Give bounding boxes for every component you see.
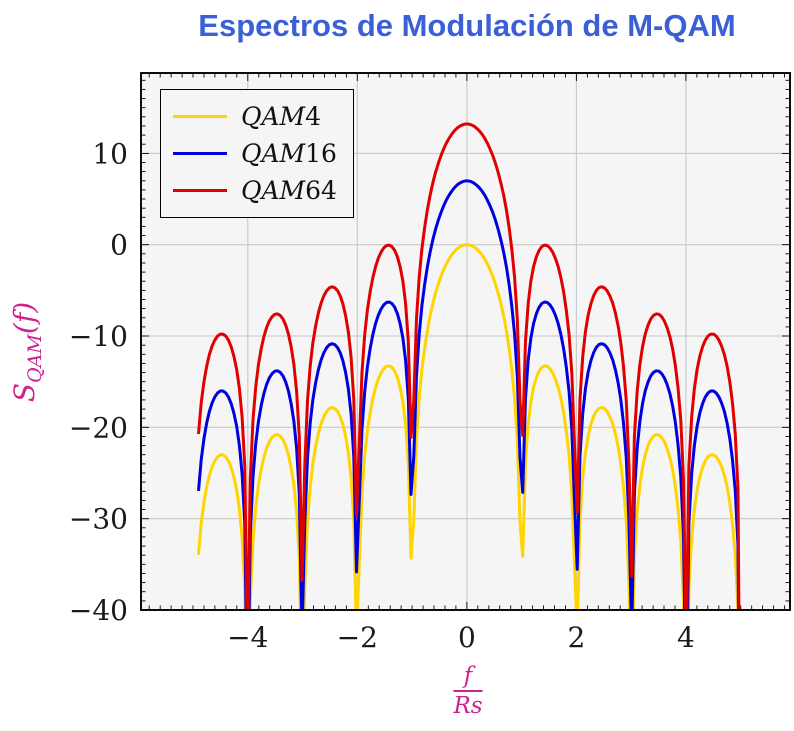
legend-label: QAM16 <box>241 139 337 168</box>
axis-frame <box>140 72 791 611</box>
y-axis-label-main: S <box>8 382 42 403</box>
y-tick-label: 0 <box>110 229 128 262</box>
x-tick-label: 2 <box>567 621 585 654</box>
series-qam16-curve <box>197 179 740 610</box>
x-tick-label: 4 <box>677 621 695 654</box>
y-tick-label: −40 <box>69 594 128 627</box>
y-tick-label: 10 <box>92 137 128 170</box>
legend-item-qam4: QAM4 <box>173 98 337 135</box>
legend-label: QAM4 <box>241 102 322 131</box>
x-axis-label-denominator: Rs <box>453 693 483 720</box>
y-tick-label: −20 <box>69 411 128 444</box>
y-tick-label: −10 <box>69 320 128 353</box>
legend-swatch-qam16 <box>173 152 227 155</box>
x-tick-label: −2 <box>337 621 378 654</box>
y-axis-label-rest: (f) <box>8 301 42 335</box>
y-axis-label: SQAM(f) <box>8 302 46 402</box>
legend-label: QAM64 <box>241 176 337 205</box>
x-tick-label: −4 <box>227 621 268 654</box>
y-tick-label: −30 <box>69 503 128 536</box>
x-axis-label-numerator: f <box>453 663 483 693</box>
legend-swatch-qam4 <box>173 115 227 118</box>
x-tick-label: 0 <box>458 621 476 654</box>
series-qam4-curve <box>197 243 740 610</box>
legend-item-qam16: QAM16 <box>173 135 337 172</box>
chart-title: Espectros de Modulación de M-QAM <box>198 8 736 43</box>
series-qam64-curve <box>197 122 741 610</box>
legend-swatch-qam64 <box>173 189 227 192</box>
y-axis-label-sub: QAM <box>23 334 46 383</box>
legend: QAM4 QAM16 QAM64 <box>160 89 354 218</box>
legend-item-qam64: QAM64 <box>173 172 337 209</box>
x-axis-label: f Rs <box>453 663 482 720</box>
